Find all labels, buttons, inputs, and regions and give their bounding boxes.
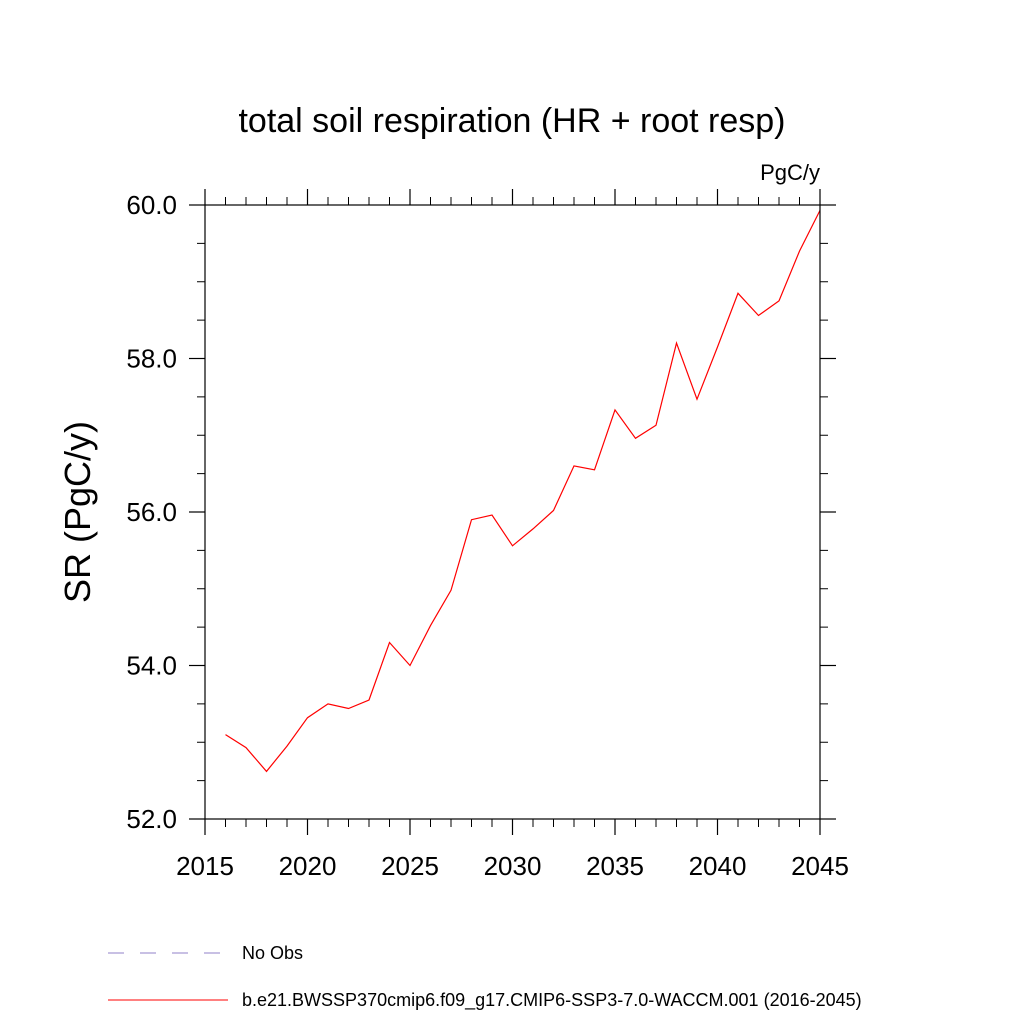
y-tick-label: 60.0 (126, 190, 177, 220)
legend-label-no-obs: No Obs (242, 943, 303, 963)
data-point (368, 699, 371, 702)
y-axis-label: SR (PgC/y) (57, 421, 98, 603)
data-point (778, 299, 781, 302)
major-ticks (189, 189, 836, 835)
data-point (593, 468, 596, 471)
x-tick-label: 2040 (689, 851, 747, 881)
data-point (511, 544, 514, 547)
units-label: PgC/y (760, 160, 820, 185)
series-layer (224, 210, 821, 773)
tick-labels: 52.0 54.0 56.0 58.0 60.0 2015 2020 2025 2030 2035… (126, 190, 849, 881)
data-point (634, 437, 637, 440)
plot-frame (204, 204, 821, 820)
data-point (655, 424, 658, 427)
legend-label-model-run: b.e21.BWSSP370cmip6.f09_g17.CMIP6-SSP3-7… (242, 990, 862, 1011)
x-tick-label: 2030 (484, 851, 542, 881)
data-point (388, 641, 391, 644)
chart-title: total soil respiration (HR + root resp) (238, 102, 785, 140)
data-point (245, 746, 248, 749)
data-point (614, 408, 617, 411)
data-point (532, 527, 535, 530)
minor-ticks (197, 197, 828, 827)
y-tick-label: 54.0 (126, 651, 177, 681)
y-tick-label: 58.0 (126, 344, 177, 374)
data-point (450, 589, 453, 592)
data-point (286, 745, 289, 748)
data-point (716, 345, 719, 348)
data-point (306, 716, 309, 719)
series-line (225, 210, 821, 773)
data-point (265, 770, 268, 773)
data-point (552, 509, 555, 512)
data-point (696, 398, 699, 401)
y-tick-label: 52.0 (126, 804, 177, 834)
y-tick-label: 56.0 (126, 497, 177, 527)
x-tick-label: 2015 (176, 851, 234, 881)
data-point (347, 707, 350, 710)
data-point (757, 314, 760, 317)
legend: No Obs b.e21.BWSSP370cmip6.f09_g17.CMIP6… (108, 943, 862, 1011)
data-point (798, 250, 801, 253)
data-point (491, 514, 494, 517)
data-point (429, 624, 432, 627)
data-point (470, 518, 473, 521)
data-point (409, 664, 412, 667)
x-tick-label: 2045 (791, 851, 849, 881)
data-point (675, 342, 678, 345)
x-tick-label: 2025 (381, 851, 439, 881)
data-point (573, 464, 576, 467)
data-point (327, 702, 330, 705)
data-point (224, 733, 227, 736)
x-tick-label: 2035 (586, 851, 644, 881)
x-tick-label: 2020 (279, 851, 337, 881)
data-point (737, 292, 740, 295)
